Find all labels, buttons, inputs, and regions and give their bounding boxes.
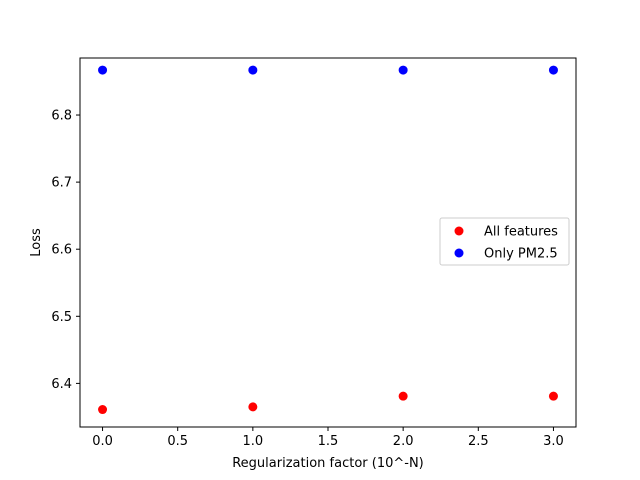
y-axis-label: Loss — [29, 228, 44, 257]
x-tick-label: 0.0 — [92, 434, 113, 449]
x-tick-label: 1.5 — [318, 434, 339, 449]
x-tick-label: 3.0 — [543, 434, 564, 449]
legend: All features Only PM2.5 — [439, 217, 570, 266]
x-tick-label: 2.0 — [393, 434, 414, 449]
y-tick-label: 6.7 — [51, 176, 72, 191]
y-tick-label: 6.4 — [51, 377, 72, 392]
legend-marker — [454, 226, 464, 236]
x-axis-label: Regularization factor (10^-N) — [232, 456, 424, 471]
legend-label: All features — [484, 225, 558, 240]
data-markers — [98, 65, 558, 415]
legend-marker — [454, 248, 464, 258]
data-point-series-1 — [248, 402, 258, 412]
data-point-series-2 — [548, 65, 558, 75]
data-point-series-2 — [248, 65, 258, 75]
data-point-series-2 — [98, 65, 108, 75]
y-axis: 6.4 6.5 6.6 6.7 6.8 — [51, 109, 80, 392]
data-point-series-1 — [98, 405, 108, 415]
y-tick-label: 6.8 — [51, 109, 72, 124]
x-tick-label: 0.5 — [167, 434, 188, 449]
data-point-series-1 — [398, 391, 408, 401]
legend-box — [439, 217, 570, 266]
data-point-series-2 — [398, 65, 408, 75]
x-axis: 0.0 0.5 1.0 1.5 2.0 2.5 3.0 — [92, 427, 564, 449]
x-tick-label: 1.0 — [243, 434, 264, 449]
data-point-series-1 — [548, 391, 558, 401]
y-tick-label: 6.6 — [51, 243, 72, 258]
y-tick-label: 6.5 — [51, 310, 72, 325]
x-tick-label: 2.5 — [468, 434, 489, 449]
legend-label: Only PM2.5 — [484, 247, 558, 262]
